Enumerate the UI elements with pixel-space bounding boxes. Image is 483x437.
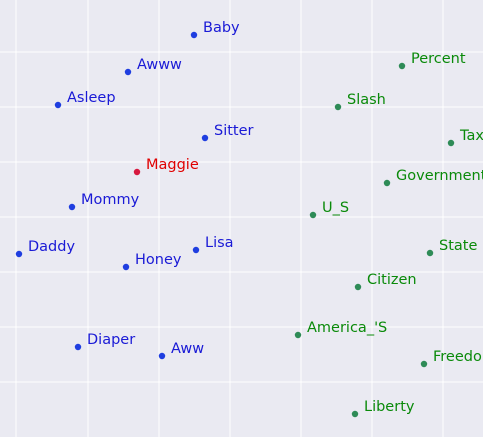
point-label: Asleep: [67, 90, 116, 106]
point-label: Diaper: [87, 332, 135, 348]
point-marker: [354, 283, 362, 291]
point-label: Government: [396, 168, 483, 184]
point-label: Percent: [411, 51, 466, 67]
point-marker: [420, 360, 428, 368]
point-label: Maggie: [146, 157, 199, 173]
point-label: Awww: [137, 57, 182, 73]
point-label: Daddy: [28, 239, 75, 255]
point-label: Baby: [203, 20, 240, 36]
point-label: Tax: [459, 128, 483, 144]
point-label: Mommy: [81, 192, 140, 208]
point-marker: [201, 134, 209, 142]
point-marker: [124, 68, 132, 76]
point-label: State: [439, 238, 477, 254]
point-marker: [122, 263, 130, 271]
point-label: Aww: [171, 341, 204, 357]
point-marker: [294, 331, 302, 339]
labels-layer: Baby Awww Asleep Sitter Maggie Mommy Daddy Lisa…: [28, 20, 483, 415]
point-label: Liberty: [364, 399, 415, 415]
point-label: Lisa: [205, 235, 234, 251]
point-marker: [158, 352, 166, 360]
point-marker: [309, 211, 317, 219]
point-marker: [15, 250, 23, 258]
point-label: Freedom: [433, 349, 483, 365]
point-marker: [133, 168, 141, 176]
point-marker: [398, 62, 406, 70]
point-marker: [54, 101, 62, 109]
points-layer: [15, 31, 455, 418]
point-label: Slash: [347, 92, 386, 108]
point-marker: [447, 139, 455, 147]
point-marker: [334, 103, 342, 111]
point-label: U_S: [322, 200, 349, 216]
point-label: Sitter: [214, 123, 254, 139]
point-marker: [426, 249, 434, 257]
point-marker: [190, 31, 198, 39]
point-label: America_'S: [307, 320, 387, 336]
point-marker: [351, 410, 359, 418]
point-marker: [192, 246, 200, 254]
point-marker: [68, 203, 76, 211]
point-label: Citizen: [367, 272, 417, 288]
point-label: Honey: [135, 252, 182, 268]
point-marker: [74, 343, 82, 351]
point-marker: [383, 179, 391, 187]
